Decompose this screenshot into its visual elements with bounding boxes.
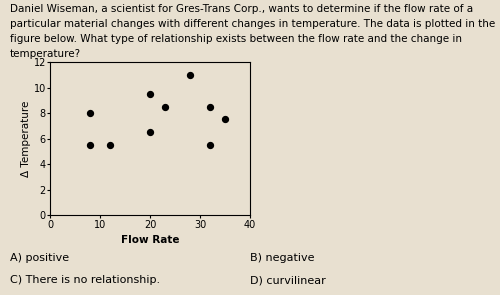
Point	[206, 104, 214, 109]
Point	[86, 111, 94, 115]
Y-axis label: Δ Temperature: Δ Temperature	[20, 101, 30, 177]
Text: B) negative: B) negative	[250, 253, 314, 263]
Text: Daniel Wiseman, a scientist for Gres-Trans Corp., wants to determine if the flow: Daniel Wiseman, a scientist for Gres-Tra…	[10, 4, 473, 14]
Text: particular material changes with different changes in temperature. The data is p: particular material changes with differe…	[10, 19, 495, 29]
Text: A) positive: A) positive	[10, 253, 69, 263]
X-axis label: Flow Rate: Flow Rate	[121, 235, 179, 245]
Text: figure below. What type of relationship exists between the flow rate and the cha: figure below. What type of relationship …	[10, 34, 462, 44]
Text: D) curvilinear: D) curvilinear	[250, 275, 326, 285]
Point	[106, 143, 114, 148]
Point	[146, 91, 154, 96]
Point	[221, 117, 229, 122]
Point	[161, 104, 169, 109]
Text: C) There is no relationship.: C) There is no relationship.	[10, 275, 160, 285]
Point	[206, 143, 214, 148]
Point	[186, 72, 194, 77]
Point	[86, 143, 94, 148]
Point	[146, 130, 154, 135]
Text: temperature?: temperature?	[10, 49, 81, 59]
